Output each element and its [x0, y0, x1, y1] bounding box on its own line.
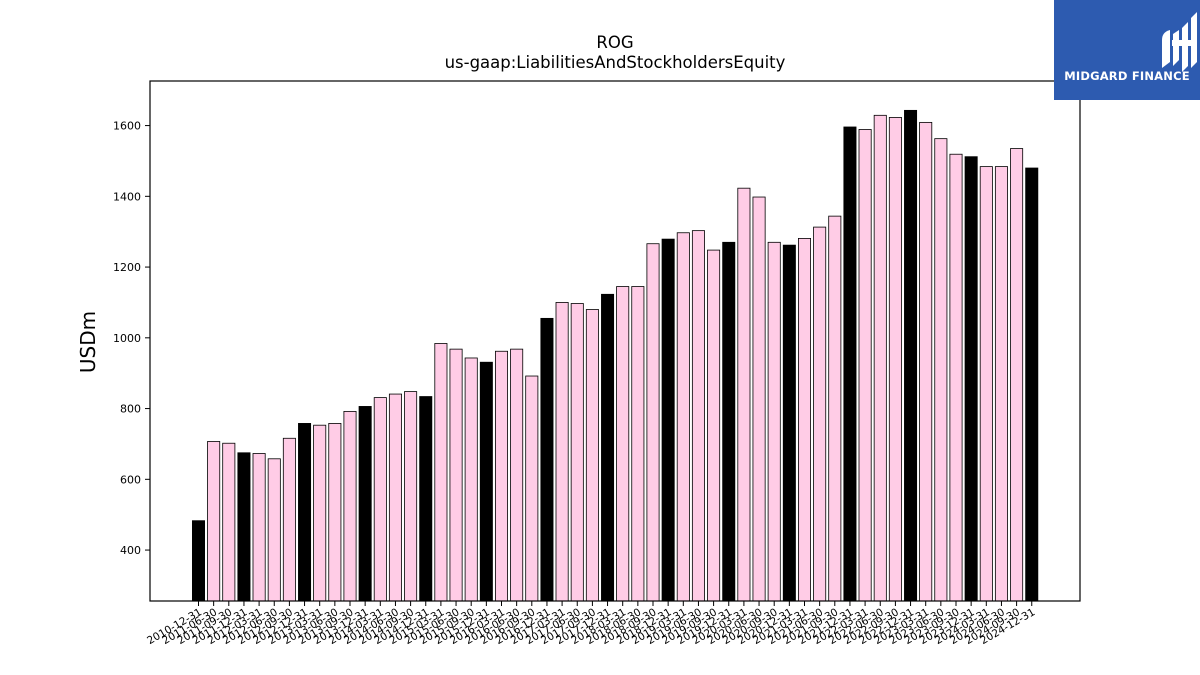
bar-2017-09-30 — [585, 309, 599, 602]
bar-2013-06-30 — [328, 423, 342, 602]
bar-2016-03-31 — [494, 350, 508, 602]
y-tick-label: 400 — [120, 544, 141, 557]
y-tick-label: 1400 — [113, 190, 141, 203]
bar-2021-09-30 — [828, 215, 842, 602]
bar-2024-03-31 — [979, 166, 993, 602]
y-axis-label: USDm — [76, 311, 100, 373]
bar-2015-12-31 — [479, 361, 493, 602]
bar-2020-12-31 — [782, 244, 796, 602]
bar-2019-03-31 — [676, 232, 690, 602]
bar-2024-12-31 — [1025, 167, 1039, 602]
bar-2019-12-31 — [722, 241, 736, 602]
logo-text: MIDGARD FINANCE — [1064, 69, 1190, 83]
chart-title: ROG — [596, 33, 633, 52]
y-tick-label: 1600 — [113, 120, 141, 133]
bar-2016-09-30 — [525, 375, 539, 602]
bar-2017-03-31 — [555, 302, 569, 602]
x-ticks-group: 2010-12-312011-06-302011-09-302011-12-31… — [145, 601, 1037, 647]
bar-2016-12-31 — [540, 317, 554, 602]
bar-2013-03-31 — [313, 424, 327, 602]
bar-2012-03-31 — [252, 453, 266, 602]
bar-2018-12-31 — [661, 238, 675, 602]
bar-2016-06-30 — [510, 348, 524, 602]
bar-2023-12-31 — [964, 156, 978, 602]
bar-2023-06-30 — [934, 138, 948, 602]
bar-2014-06-30 — [388, 393, 402, 602]
bar-2024-09-30 — [1010, 148, 1024, 602]
bar-2022-06-30 — [873, 114, 887, 602]
bar-2023-03-31 — [919, 121, 933, 602]
bar-2022-03-31 — [858, 129, 872, 602]
bar-2021-03-31 — [798, 238, 812, 602]
bar-2014-12-31 — [419, 396, 433, 602]
bar-2024-06-30 — [994, 166, 1008, 602]
bar-2020-03-31 — [737, 187, 751, 602]
bar-2022-12-31 — [904, 109, 918, 602]
bar-2020-06-30 — [752, 196, 766, 602]
bar-2018-09-30 — [646, 243, 660, 602]
y-tick-label: 800 — [120, 403, 141, 416]
bar-2012-06-30 — [267, 458, 281, 602]
bar-2017-12-31 — [601, 293, 615, 602]
bar-2015-09-30 — [464, 357, 478, 602]
bar-2011-06-30 — [207, 441, 221, 602]
logo-mark-icon — [1162, 12, 1197, 72]
y-tick-label: 600 — [120, 473, 141, 486]
bar-2013-12-31 — [358, 406, 372, 602]
bars-group — [191, 109, 1039, 602]
bar-2014-03-31 — [373, 397, 387, 602]
bar-2011-12-31 — [237, 452, 251, 602]
bar-2019-06-30 — [691, 230, 705, 602]
bar-2023-09-30 — [949, 153, 963, 602]
bar-2018-06-30 — [631, 286, 645, 602]
bar-2021-12-31 — [843, 126, 857, 602]
y-ticks-group: 400 600 800 1000 1200 1400 1600 — [113, 120, 150, 557]
bar-2012-12-31 — [298, 423, 312, 602]
bar-2022-09-30 — [888, 117, 902, 602]
bar-2012-09-30 — [282, 437, 296, 602]
bar-2015-03-31 — [434, 343, 448, 602]
y-tick-label: 1000 — [113, 332, 141, 345]
bar-2020-09-30 — [767, 241, 781, 602]
bar-2010-12-31 — [191, 520, 205, 602]
bar-2013-09-30 — [343, 410, 357, 602]
bar-2017-06-30 — [570, 303, 584, 602]
bar-2015-06-30 — [449, 348, 463, 602]
bar-2018-03-31 — [616, 286, 630, 602]
plot-frame — [149, 80, 1081, 602]
midgard-finance-logo: MIDGARD FINANCE — [1054, 0, 1200, 100]
bar-2011-09-30 — [222, 442, 236, 602]
bar-2019-09-30 — [707, 249, 721, 602]
bar-2014-09-30 — [404, 391, 418, 602]
y-tick-label: 1200 — [113, 261, 141, 274]
chart-subtitle: us-gaap:LiabilitiesAndStockholdersEquity — [445, 53, 786, 72]
bar-2021-06-30 — [813, 226, 827, 602]
